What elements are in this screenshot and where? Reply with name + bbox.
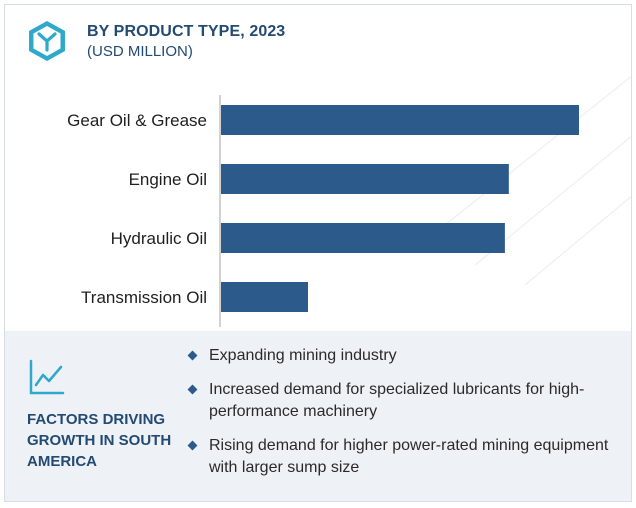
trend-line-chart-icon: [29, 359, 65, 395]
bar-chart-svg: Gear Oil & Grease Engine Oil Hydraulic Oil…: [67, 75, 631, 327]
bar-hydraulic-oil: [221, 223, 505, 253]
hexagon-y-logo-icon: [29, 21, 65, 61]
factor-text: Rising demand for higher power-rated min…: [209, 437, 609, 476]
factor-text: Increased demand for specialized lubrica…: [209, 381, 585, 420]
factor-item: Expanding mining industry: [185, 345, 615, 367]
category-label: Engine Oil: [129, 170, 207, 189]
category-label: Hydraulic Oil: [111, 229, 207, 248]
factors-list: Expanding mining industry Increased dema…: [185, 345, 615, 491]
bars-group: Gear Oil & Grease Engine Oil Hydraulic Oil…: [67, 105, 579, 312]
bar-gear-oil-grease: [221, 105, 579, 135]
bar-transmission-oil: [221, 282, 308, 312]
diamond-bullet-icon: [187, 440, 198, 451]
factors-panel: FACTORS DRIVING GROWTH IN SOUTH AMERICA …: [5, 331, 631, 501]
bar-engine-oil: [221, 164, 509, 194]
bar-chart: Gear Oil & Grease Engine Oil Hydraulic Oil…: [5, 75, 631, 331]
chart-subtitle: (USD MILLION): [87, 43, 193, 60]
diamond-bullet-icon: [187, 350, 198, 361]
chart-title: BY PRODUCT TYPE, 2023: [87, 23, 286, 40]
category-label: Transmission Oil: [81, 288, 207, 307]
factor-text: Expanding mining industry: [209, 347, 397, 364]
header: BY PRODUCT TYPE, 2023 (USD MILLION): [5, 5, 631, 75]
factors-title: FACTORS DRIVING GROWTH IN SOUTH AMERICA: [27, 411, 172, 470]
diamond-bullet-icon: [187, 384, 198, 395]
factor-item: Rising demand for higher power-rated min…: [185, 435, 615, 479]
category-label: Gear Oil & Grease: [67, 111, 207, 130]
factor-item: Increased demand for specialized lubrica…: [185, 379, 615, 423]
infographic-card: BY PRODUCT TYPE, 2023 (USD MILLION) Gear…: [4, 4, 632, 502]
